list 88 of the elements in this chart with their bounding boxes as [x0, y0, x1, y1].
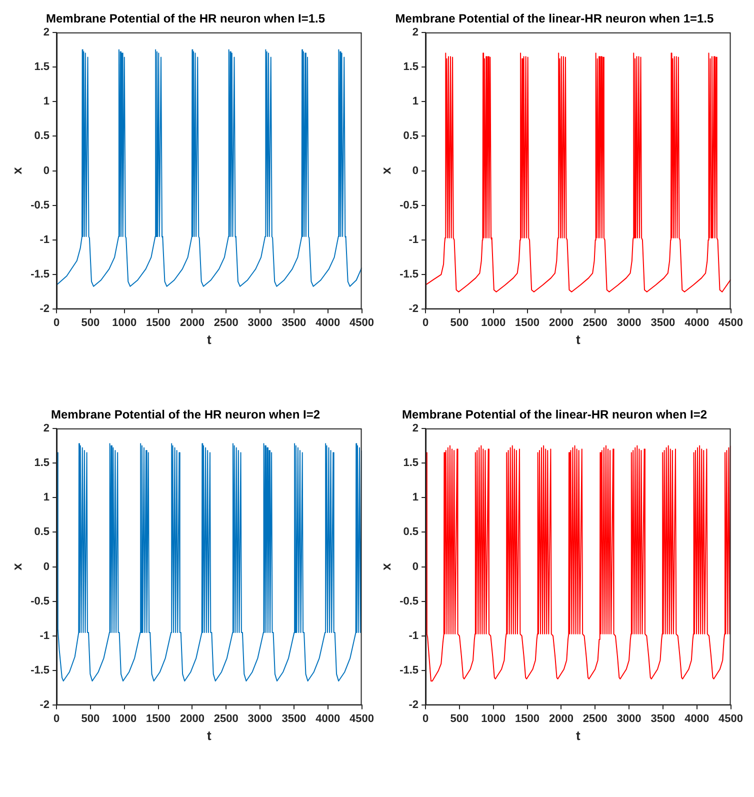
x-tick-label: 2500 [582, 316, 608, 329]
x-tick-label: 2500 [582, 712, 608, 725]
x-tick-label: 3500 [282, 316, 306, 329]
y-tick-label: 1 [43, 492, 50, 504]
y-tick-label: -0.5 [400, 199, 419, 212]
x-tick-label: 3500 [650, 316, 676, 329]
y-tick-label: 0.5 [34, 526, 50, 538]
x-tick-label: 500 [450, 316, 469, 329]
x-tick-label: 1500 [515, 712, 540, 725]
y-tick-label: 1 [43, 96, 50, 108]
y-tick-label: 1.5 [34, 61, 50, 74]
x-tick-label: 0 [53, 316, 60, 329]
y-tick-label: 1 [412, 96, 419, 108]
x-tick-label: 0 [422, 712, 429, 725]
x-tick-label: 0 [53, 712, 60, 725]
x-tick-label: 3000 [616, 712, 642, 725]
x-tick-label: 500 [81, 712, 100, 725]
y-tick-label: -1 [40, 234, 50, 246]
y-tick-label: -2 [40, 303, 50, 316]
x-tick-label: 1000 [481, 712, 506, 725]
y-tick-label: -0.5 [30, 595, 50, 608]
y-tick-label: -1 [408, 630, 419, 642]
y-tick-label: -1 [40, 630, 50, 642]
chart-title: Membrane Potential of the HR neuron when I=1.5 [46, 12, 326, 26]
y-tick-label: 1 [412, 492, 419, 504]
y-axis-title: x [9, 166, 24, 174]
y-tick-label: -2 [408, 303, 419, 316]
y-tick-label: 2 [412, 422, 419, 434]
y-tick-label: -1.5 [400, 664, 419, 677]
x-tick-label: 3500 [650, 712, 676, 725]
y-tick-label: 2 [412, 26, 419, 38]
x-tick-label: 1500 [146, 712, 171, 725]
y-tick-label: 0 [412, 164, 419, 177]
chart-title: Membrane Potential of the linear-HR neuron when I=2 [402, 408, 708, 422]
y-tick-label: -0.5 [400, 595, 419, 608]
x-axis-title: t [576, 332, 581, 347]
chart-title: Membrane Potential of the HR neuron when I=2 [50, 408, 320, 422]
x-tick-label: 4000 [316, 712, 340, 725]
x-tick-label: 500 [81, 316, 100, 329]
x-tick-label: 2000 [548, 712, 574, 725]
chart-title: Membrane Potential of the linear-HR neuron when 1=1.5 [395, 12, 714, 26]
x-tick-label: 1000 [481, 316, 506, 329]
y-tick-label: -2 [408, 699, 419, 712]
x-tick-label: 1000 [112, 712, 137, 725]
y-tick-label: 0 [43, 164, 50, 177]
x-tick-label: 4000 [316, 316, 340, 329]
y-axis-title: x [378, 562, 394, 570]
y-tick-label: 0 [43, 560, 50, 573]
y-tick-label: 2 [43, 26, 50, 38]
x-tick-label: 4500 [350, 712, 374, 725]
x-tick-label: 1500 [515, 316, 540, 329]
x-axis-title: t [206, 728, 212, 743]
y-tick-label: 2 [43, 422, 50, 434]
y-axis-title: x [378, 166, 394, 174]
y-tick-label: -1.5 [400, 268, 419, 281]
y-tick-label: 0.5 [34, 130, 50, 142]
x-tick-label: 4500 [718, 316, 744, 329]
x-tick-label: 2500 [214, 316, 238, 329]
x-tick-label: 3000 [616, 316, 642, 329]
y-tick-label: -0.5 [30, 199, 50, 212]
y-tick-label: -1.5 [30, 268, 50, 281]
y-tick-label: 0.5 [403, 526, 419, 538]
y-tick-label: -1 [408, 234, 419, 246]
y-tick-label: -1.5 [30, 664, 50, 677]
x-tick-label: 1000 [112, 316, 137, 329]
x-tick-label: 1500 [146, 316, 171, 329]
x-tick-label: 4500 [350, 316, 374, 329]
x-tick-label: 500 [450, 712, 469, 725]
y-tick-label: 1.5 [403, 61, 419, 74]
y-tick-label: -2 [40, 699, 50, 712]
y-axis-title: x [9, 562, 24, 570]
x-tick-label: 3500 [282, 712, 306, 725]
x-tick-label: 3000 [248, 316, 272, 329]
y-tick-label: 1.5 [403, 457, 419, 470]
x-axis-title: t [576, 728, 581, 743]
x-tick-label: 0 [422, 316, 429, 329]
x-tick-label: 4500 [718, 712, 744, 725]
x-tick-label: 3000 [248, 712, 272, 725]
x-tick-label: 4000 [684, 316, 710, 329]
x-tick-label: 2000 [180, 712, 204, 725]
x-tick-label: 2000 [180, 316, 204, 329]
y-tick-label: 0 [412, 560, 419, 573]
x-tick-label: 4000 [684, 712, 710, 725]
x-tick-label: 2000 [548, 316, 574, 329]
x-tick-label: 2500 [214, 712, 238, 725]
y-tick-label: 0.5 [403, 130, 419, 142]
y-tick-label: 1.5 [34, 457, 50, 470]
x-axis-title: t [206, 332, 212, 347]
